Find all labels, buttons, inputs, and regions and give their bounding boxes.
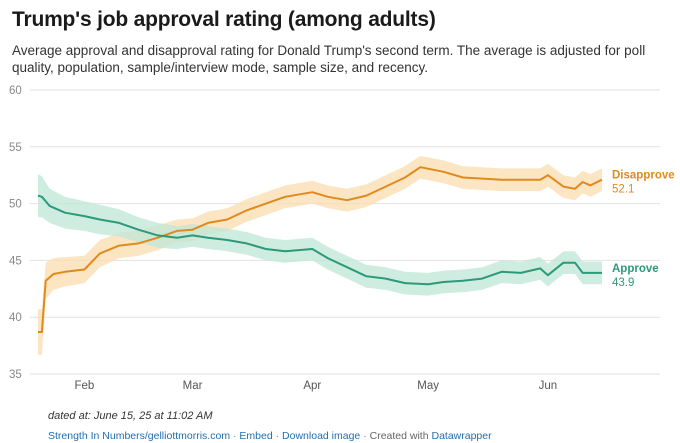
approve-line	[37, 194, 602, 286]
y-tick-label: 40	[9, 312, 22, 324]
x-tick-label: Jun	[539, 380, 558, 392]
y-tick-label: 50	[9, 199, 22, 211]
chart-title: Trump's job approval rating (among adult…	[12, 8, 436, 31]
credit-text: Created with	[369, 430, 429, 442]
footer-separator: ·	[233, 430, 237, 442]
y-tick-label: 60	[9, 85, 22, 97]
approve-series-label: Approve	[612, 263, 659, 275]
line-layer	[37, 166, 603, 333]
approve-band	[38, 174, 602, 296]
disapprove-series-label: Disapprove	[612, 170, 675, 182]
disapprove-value-label: 52.1	[612, 184, 634, 196]
band-layer	[38, 155, 602, 355]
approve-value-label: 43.9	[612, 277, 634, 289]
x-tick-label: Feb	[74, 380, 94, 392]
y-tick-label: 45	[9, 255, 22, 267]
footer-separator: ·	[363, 430, 367, 442]
line-chart: 35 40 45 50 55 60 Feb Mar Apr May Jun Disapprove 52.…	[9, 85, 675, 392]
disapprove-line	[38, 166, 603, 333]
x-tick-label: May	[417, 380, 439, 392]
chart-subtitle: Average approval and disapproval rating …	[12, 43, 646, 75]
y-tick-label: 35	[9, 369, 22, 381]
chart-notes: dated at: June 15, 25 at 11:02 AM	[48, 410, 213, 422]
x-tick-label: Apr	[303, 380, 321, 392]
download-image-link[interactable]: Download image	[282, 430, 361, 442]
embed-link[interactable]: Embed	[239, 430, 273, 442]
datawrapper-link[interactable]: Datawrapper	[431, 430, 492, 442]
chart-footer: Strength In Numbers/gelliottmorris.com ·…	[48, 430, 492, 442]
source-link[interactable]: Strength In Numbers/gelliottmorris.com	[48, 430, 231, 442]
footer-separator: ·	[275, 430, 280, 442]
y-tick-label: 55	[9, 142, 22, 154]
x-tick-label: Mar	[183, 380, 203, 392]
label-layer: 35 40 45 50 55 60 Feb Mar Apr May Jun Disapprove 52.…	[9, 85, 675, 392]
